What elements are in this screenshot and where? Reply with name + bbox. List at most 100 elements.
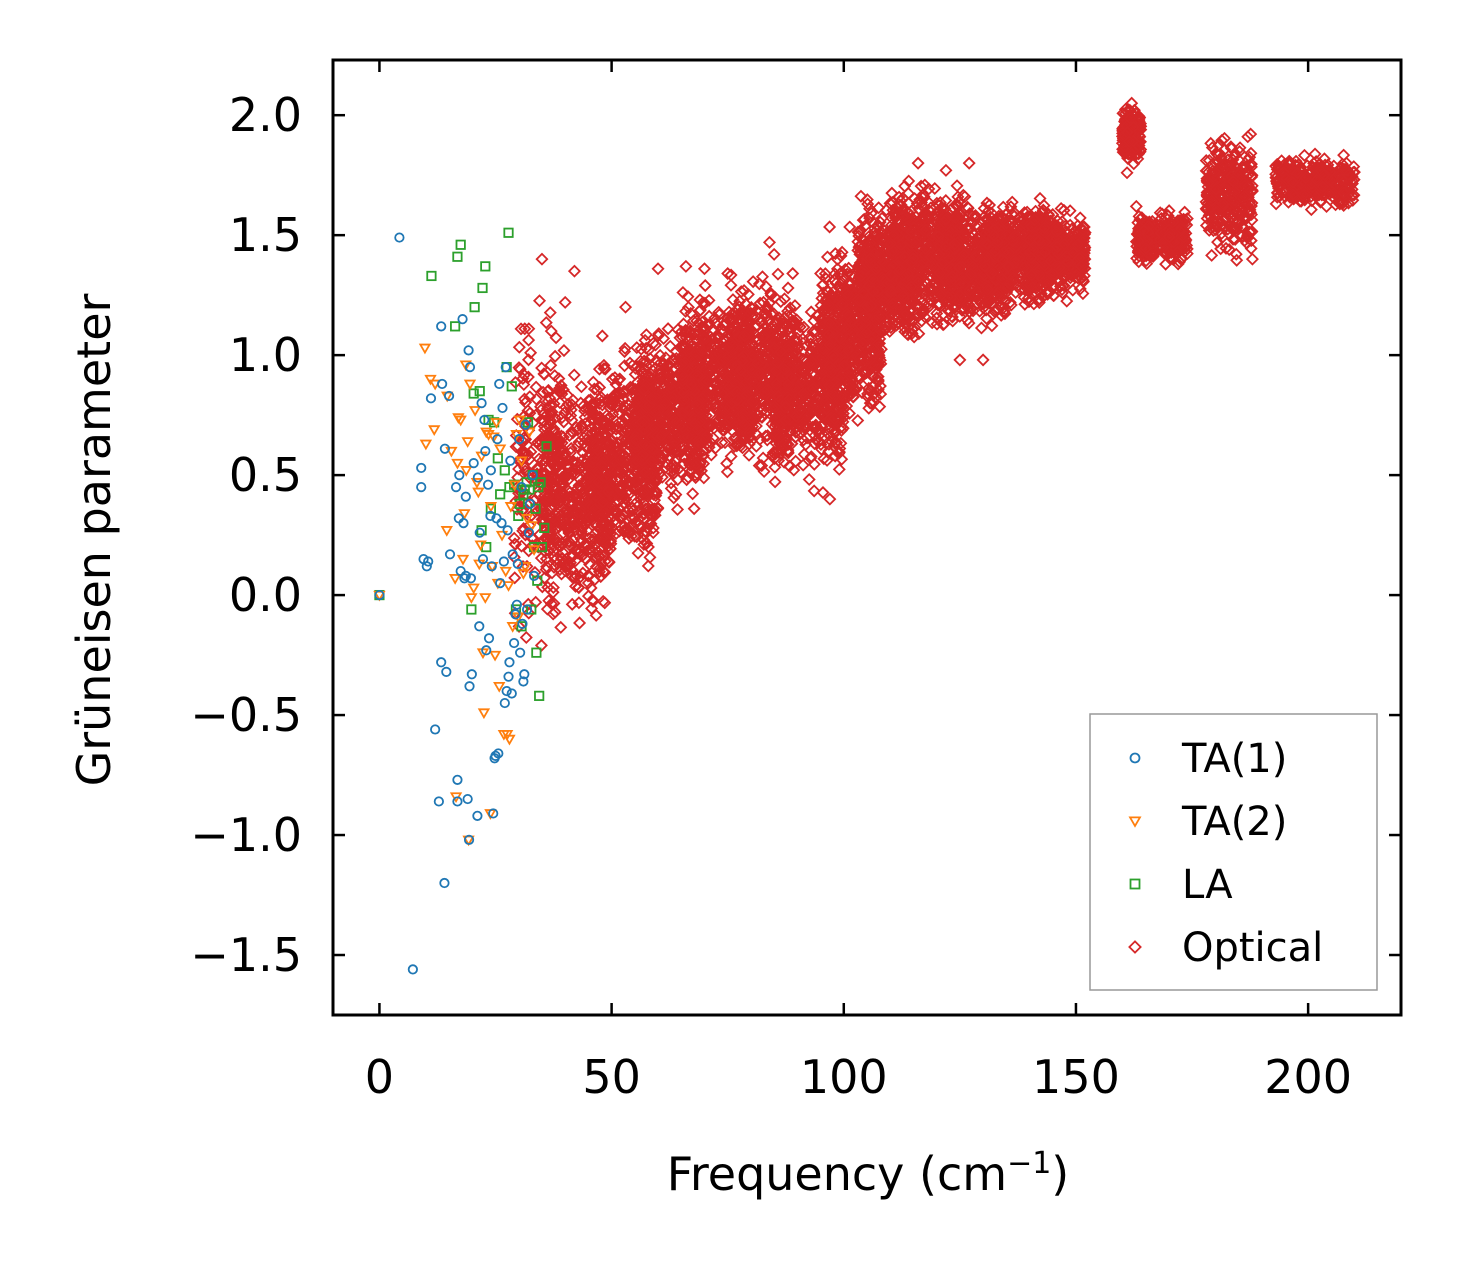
optical-point: [868, 358, 882, 373]
optical-point: [681, 300, 695, 314]
optical-point: [514, 539, 529, 553]
optical-point: [547, 596, 561, 610]
optical-point: [701, 400, 715, 414]
optical-point: [664, 482, 678, 496]
optical-point: [564, 409, 578, 423]
optical-point: [807, 484, 821, 498]
optical-point: [541, 385, 555, 399]
optical-point: [851, 235, 865, 249]
optical-point: [770, 356, 784, 370]
optical-point: [639, 401, 654, 415]
optical-point: [858, 366, 872, 381]
optical-point: [553, 396, 567, 410]
optical-point: [823, 220, 837, 234]
optical-point: [664, 465, 678, 479]
optical-point: [859, 315, 873, 329]
optical-point: [852, 240, 866, 254]
optical-point: [744, 306, 758, 320]
optical-point: [736, 349, 750, 363]
optical-point: [853, 294, 867, 308]
optical-point: [593, 509, 607, 523]
optical-point: [546, 581, 560, 595]
optical-point: [743, 426, 757, 440]
optical-point: [696, 449, 710, 463]
optical-point: [537, 407, 551, 421]
optical-point: [544, 358, 558, 372]
optical-point: [571, 423, 585, 437]
optical-point: [666, 458, 680, 472]
optical-point: [563, 490, 577, 504]
optical-point: [509, 440, 523, 454]
optical-point: [518, 528, 532, 542]
optical-point: [675, 339, 689, 353]
optical-point: [563, 538, 577, 552]
optical-point: [710, 328, 725, 342]
optical-point: [715, 435, 729, 449]
optical-point: [871, 344, 885, 358]
optical-point: [706, 431, 720, 445]
optical-point: [619, 433, 633, 448]
optical-point: [815, 336, 829, 350]
optical-point: [856, 366, 870, 380]
optical-point: [631, 499, 645, 513]
optical-point: [575, 527, 589, 541]
optical-point: [522, 544, 536, 558]
optical-point: [658, 424, 672, 438]
optical-point: [736, 411, 750, 425]
optical-point: [775, 443, 789, 457]
optical-point: [712, 413, 726, 427]
optical-point: [742, 448, 756, 462]
optical-point: [696, 331, 711, 345]
optical-point: [634, 521, 648, 535]
optical-point: [551, 448, 565, 463]
optical-point: [797, 447, 811, 461]
optical-point: [702, 374, 716, 388]
optical-point: [681, 364, 695, 378]
optical-point: [576, 548, 590, 562]
optical-point: [614, 483, 628, 497]
optical-point: [692, 439, 706, 453]
optical-point: [629, 433, 643, 447]
optical-point: [724, 278, 738, 292]
optical-point: [587, 451, 601, 465]
optical-point: [612, 483, 626, 497]
optical-point: [605, 391, 619, 405]
optical-point: [832, 462, 846, 476]
optical-point: [856, 213, 870, 227]
optical-point: [840, 286, 854, 300]
optical-point: [864, 299, 878, 313]
optical-point: [865, 333, 879, 347]
optical-point: [723, 411, 737, 425]
optical-point: [651, 502, 665, 516]
optical-point: [620, 423, 634, 437]
optical-point: [720, 456, 734, 470]
optical-point: [536, 533, 550, 547]
optical-point: [735, 354, 749, 368]
optical-point: [589, 560, 603, 574]
optical-point: [637, 537, 651, 551]
optical-point: [693, 415, 707, 429]
optical-point: [864, 251, 878, 265]
optical-point: [629, 361, 643, 375]
optical-point: [847, 375, 861, 389]
optical-point: [618, 523, 632, 537]
optical-point: [613, 386, 627, 400]
optical-point: [755, 459, 769, 473]
optical-point: [538, 423, 552, 437]
optical-point: [829, 351, 843, 365]
optical-point: [779, 396, 793, 410]
optical-point: [871, 284, 885, 298]
optical-point: [653, 415, 668, 429]
optical-point: [565, 424, 579, 439]
optical-point: [547, 422, 561, 436]
optical-point: [634, 342, 648, 356]
optical-point: [796, 374, 810, 388]
optical-point: [650, 353, 664, 367]
optical-point: [836, 378, 850, 392]
optical-point: [777, 423, 791, 438]
optical-point: [617, 447, 631, 461]
optical-point: [823, 338, 837, 352]
optical-point: [590, 551, 604, 565]
optical-point: [841, 341, 856, 355]
optical-point: [529, 392, 543, 406]
